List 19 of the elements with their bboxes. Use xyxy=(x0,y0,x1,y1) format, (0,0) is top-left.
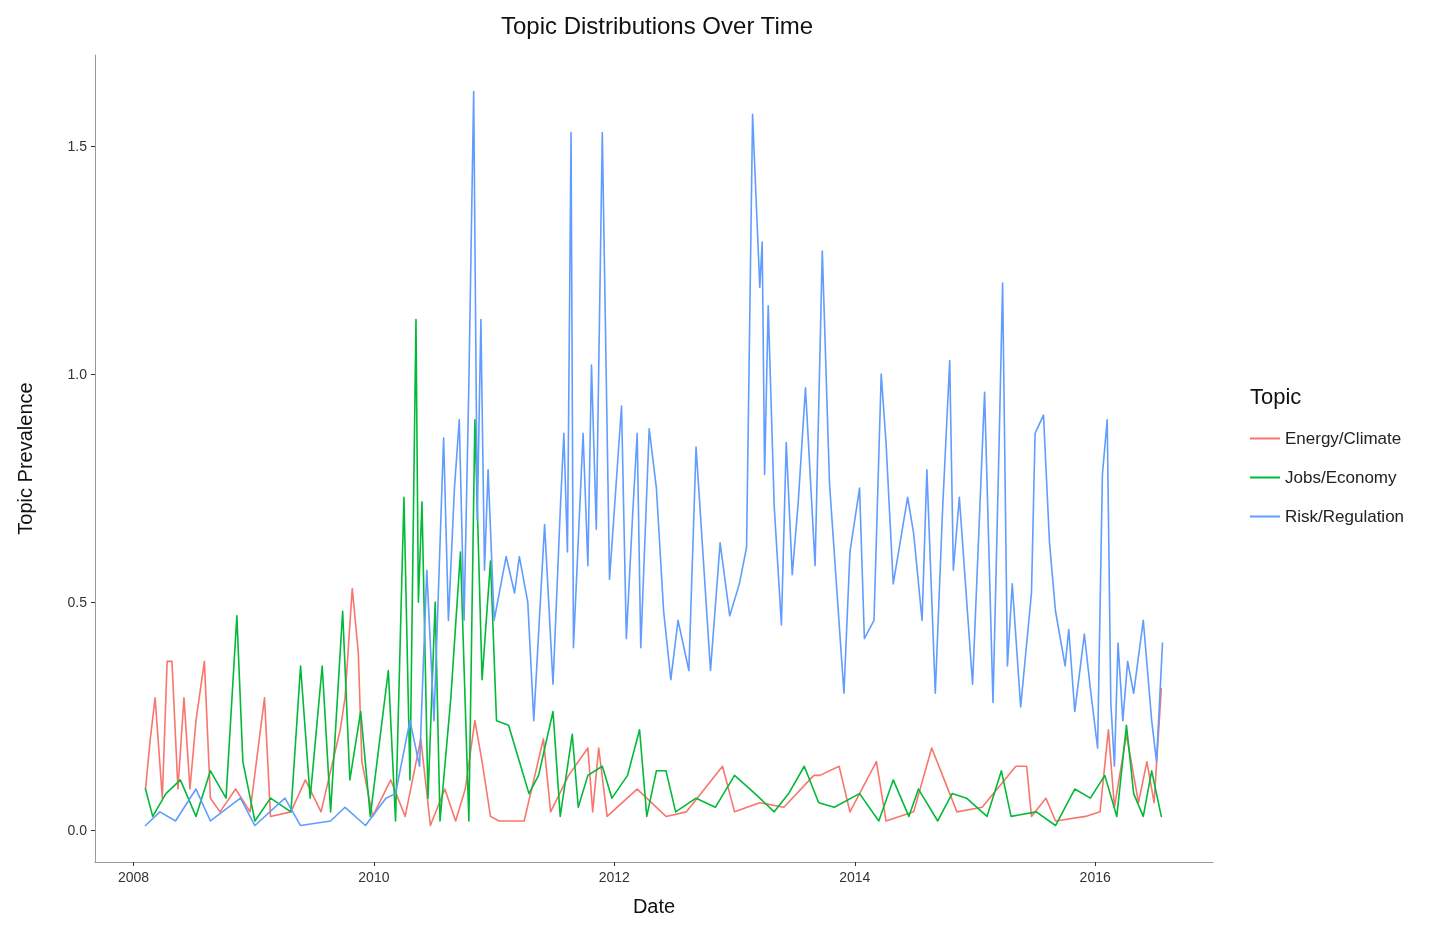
y-tick-label: 0.0 xyxy=(67,822,88,839)
line-series xyxy=(144,318,1163,827)
chart-title: Topic Distributions Over Time xyxy=(500,11,814,39)
x-tick-label: 2016 xyxy=(1079,869,1111,885)
legend-label: Risk/Regulation xyxy=(1285,507,1405,526)
legend-label: Jobs/Economy xyxy=(1285,468,1397,487)
line-series xyxy=(144,587,1163,827)
x-tick-label: 2012 xyxy=(598,869,631,885)
y-tick-label: 1.0 xyxy=(67,366,88,383)
line-series xyxy=(144,90,1164,827)
y-tick-label: 1.5 xyxy=(67,138,88,155)
legend-title: Topic xyxy=(1250,383,1302,409)
x-tick-label: 2010 xyxy=(358,869,390,885)
x-tick-label: 2014 xyxy=(839,869,871,885)
legend-label: Energy/Climate xyxy=(1285,429,1402,448)
x-axis-title: Date xyxy=(632,895,676,917)
x-tick-label: 2008 xyxy=(117,869,150,885)
y-axis-title: Topic Prevalence xyxy=(14,382,36,535)
y-tick-label: 0.5 xyxy=(67,594,88,611)
